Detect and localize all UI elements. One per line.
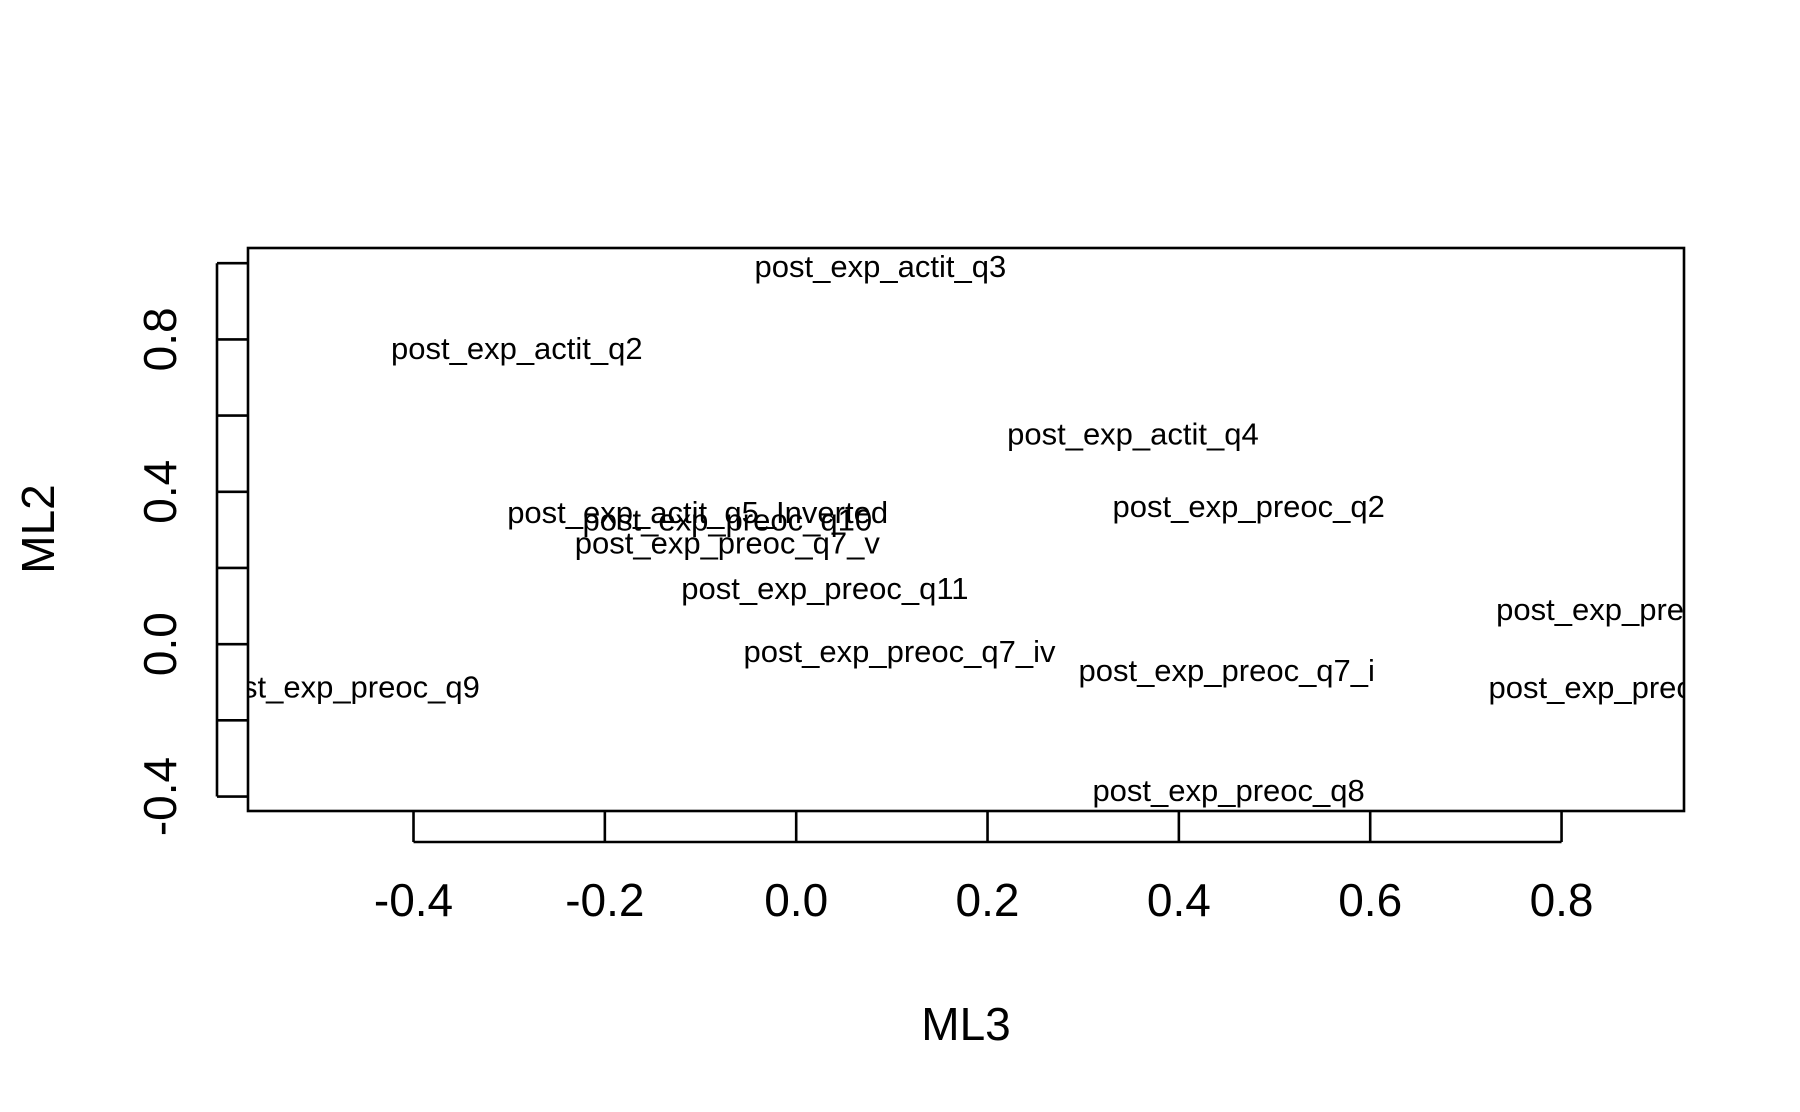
point-labels: post_exp_actit_q3 post_exp_actit_q2 post_e… [208, 249, 1768, 808]
y-tick-label: -0.4 [134, 757, 186, 836]
point-label: post_exp_preoc_q10 [583, 502, 873, 537]
point-label: post_exp_preoc_q2 [1113, 489, 1385, 524]
point-label: post_exp_preoc_q8 [1092, 773, 1364, 808]
point-label: post_exp_preoc_q6 [1489, 670, 1761, 705]
point-label: post_exp_actit_q4 [1007, 417, 1259, 452]
x-tick-label: 0.8 [1530, 874, 1594, 926]
y-axis: -0.4 0.0 0.4 0.8 [134, 261, 247, 836]
y-tick-label: 0.0 [134, 612, 186, 676]
x-axis-title: ML3 [921, 998, 1010, 1050]
y-tick-label: 0.8 [134, 307, 186, 371]
y-axis-title: ML2 [12, 484, 64, 573]
x-axis: -0.4 -0.2 0.0 0.2 0.4 0.6 0.8 [374, 812, 1594, 926]
x-tick-label: -0.2 [565, 874, 644, 926]
point-label: post_exp_preoc_q7_i [1078, 653, 1374, 688]
x-tick-label: 0.6 [1338, 874, 1402, 926]
point-label: post_exp_preoc_q7_iv [744, 634, 1056, 669]
plot-frame [246, 246, 1686, 813]
point-label: post_exp_preoc_q7_v [575, 525, 881, 560]
x-tick-label: 0.0 [764, 874, 828, 926]
point-label: post_exp_preoc_q9 [208, 669, 480, 704]
point-label: post_exp_actit_q3 [755, 249, 1007, 284]
y-tick-label: 0.4 [134, 460, 186, 524]
x-tick-label: -0.4 [374, 874, 453, 926]
point-label: post_exp_actit_q2 [391, 331, 643, 366]
point-label: post_exp_actit_q5_Inverted [507, 495, 888, 530]
x-tick-label: 0.2 [956, 874, 1020, 926]
point-label: post_exp_preoc_q1 [1496, 592, 1768, 627]
x-tick-label: 0.4 [1147, 874, 1211, 926]
point-label: post_exp_preoc_q11 [681, 571, 968, 606]
